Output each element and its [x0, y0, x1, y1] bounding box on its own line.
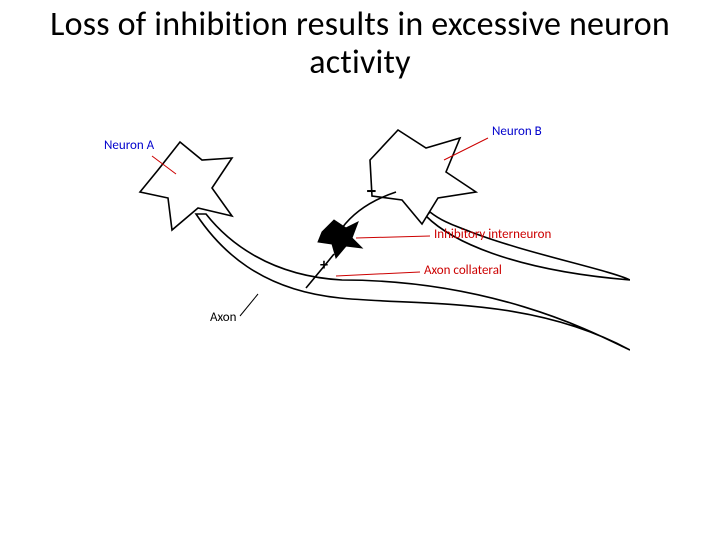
label-collateral: Axon collateral [424, 263, 502, 278]
neuron-a-axon [196, 214, 630, 350]
slide-title: Loss of inhibition results in excessive … [0, 6, 720, 82]
label-neuron-a: Neuron A [104, 138, 154, 153]
label-axon: Axon [210, 310, 237, 325]
inhibitory-interneuron [318, 220, 362, 258]
leader-interneuron [356, 236, 430, 238]
neuron-diagram: + − Neuron A Neuron B Inhibitory interne… [110, 120, 630, 380]
label-neuron-b: Neuron B [492, 124, 542, 139]
neuron-a-body [140, 142, 232, 230]
label-interneuron: Inhibitory interneuron [434, 227, 551, 242]
minus-sign: − [366, 177, 377, 204]
slide: Loss of inhibition results in excessive … [0, 0, 720, 540]
leader-collateral [336, 272, 420, 276]
neuron-b-body [370, 130, 476, 224]
leader-axon [240, 294, 258, 316]
plus-sign: + [320, 256, 328, 275]
diagram-svg: + − [110, 120, 630, 380]
